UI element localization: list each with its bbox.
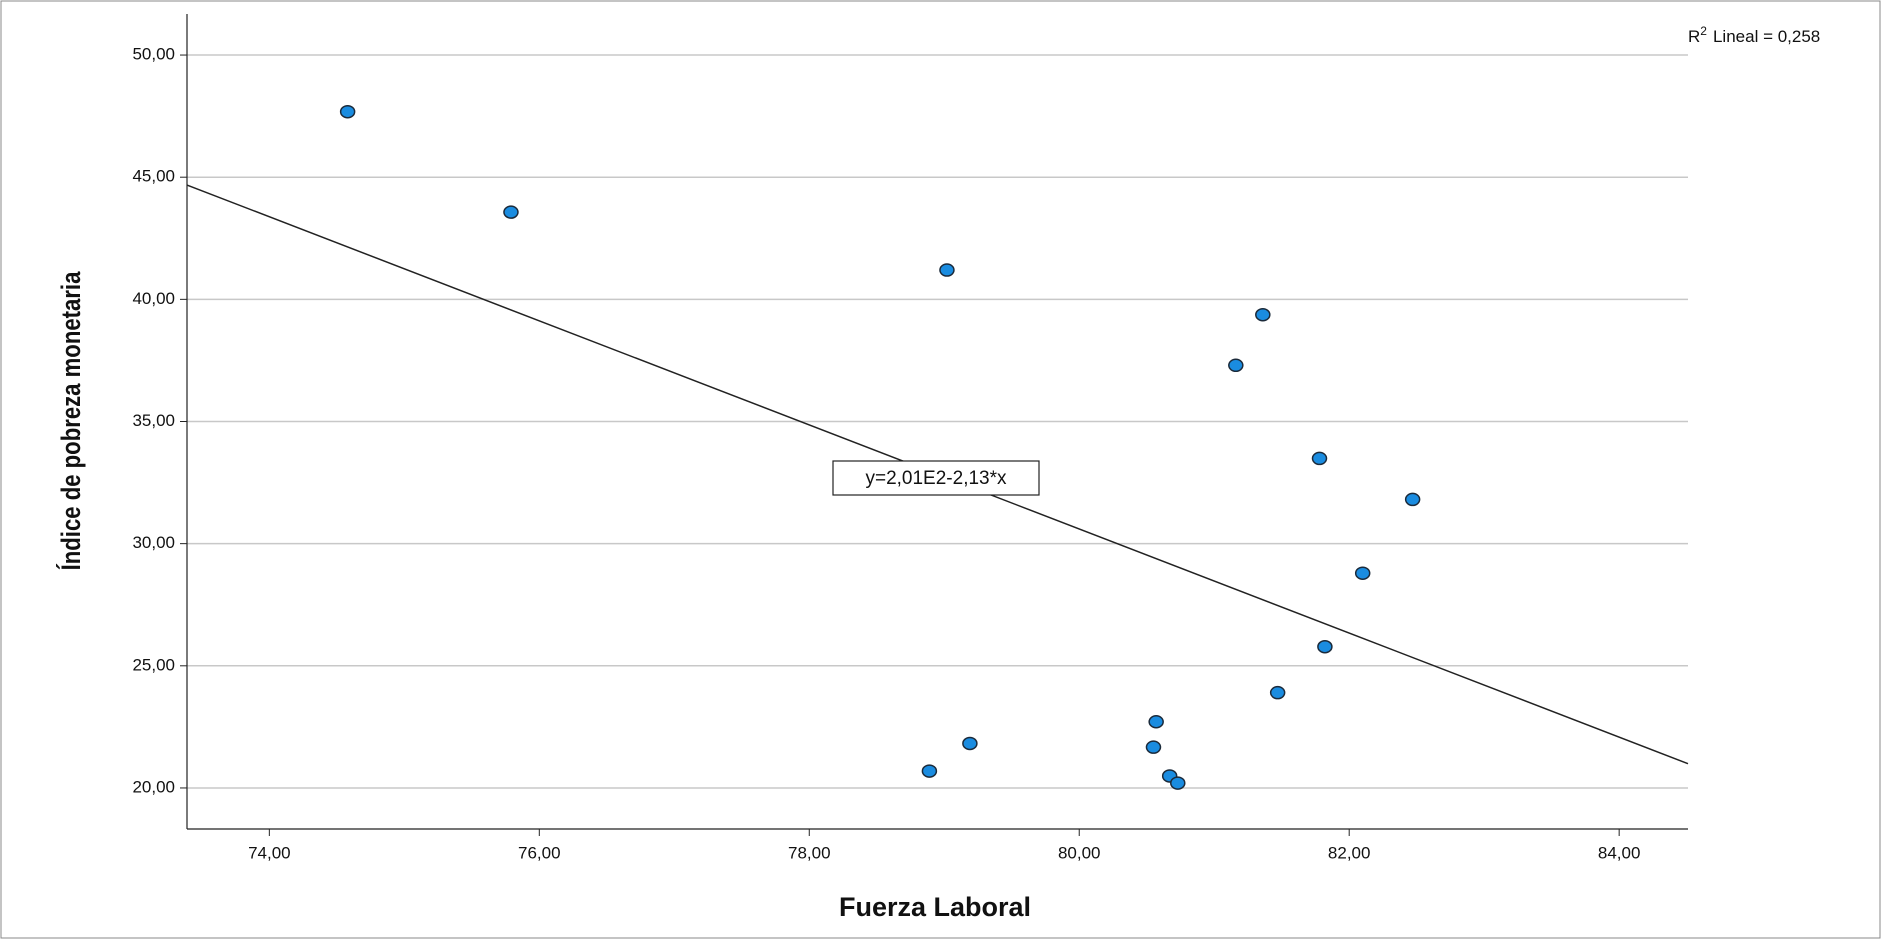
point: [1148, 715, 1164, 729]
point: [962, 736, 978, 751]
point: [1170, 776, 1186, 790]
fit-label-box: [832, 460, 1040, 496]
x-axis-title: Fuerza Laboral: [839, 892, 1031, 922]
y-tick-label: 50,00: [132, 45, 175, 64]
point: [1404, 492, 1421, 507]
x-tick-label: 76,00: [518, 843, 561, 862]
y-tick-label: 45,00: [132, 167, 175, 186]
x-tick-label: 80,00: [1058, 843, 1101, 862]
point: [1354, 566, 1371, 580]
point: [1317, 639, 1333, 654]
fit-label-text: y=2,01E2-2,13*x: [865, 468, 1007, 489]
point: [1255, 307, 1271, 322]
y-tick-label: 40,00: [132, 289, 175, 308]
x-tick-label: 82,00: [1328, 843, 1371, 862]
x-tick-label: 74,00: [248, 843, 291, 862]
x-tick-label: 78,00: [788, 843, 831, 862]
y-tick-label: 20,00: [132, 777, 175, 796]
point: [1228, 358, 1244, 373]
r2-annotation: R2 Lineal = 0,258: [1688, 24, 1820, 46]
r2-text: Lineal = 0,258: [1713, 27, 1820, 46]
point: [339, 104, 356, 119]
y-tick-label: 25,00: [132, 655, 175, 674]
x-tick-label: 84,00: [1598, 843, 1641, 862]
y-tick-label: 35,00: [132, 411, 175, 430]
point: [1145, 740, 1162, 754]
point: [939, 263, 955, 277]
fit-label: y=2,01E2-2,13*x: [832, 460, 1040, 496]
point: [1269, 685, 1286, 700]
point: [1311, 451, 1328, 466]
point: [921, 764, 938, 778]
y-tick-label: 30,00: [132, 533, 175, 552]
point: [503, 205, 519, 219]
r2-symbol: R: [1688, 27, 1700, 46]
y-axis-title: Índice de pobreza monetaria: [56, 271, 87, 570]
r2-superscript: 2: [1700, 24, 1707, 38]
